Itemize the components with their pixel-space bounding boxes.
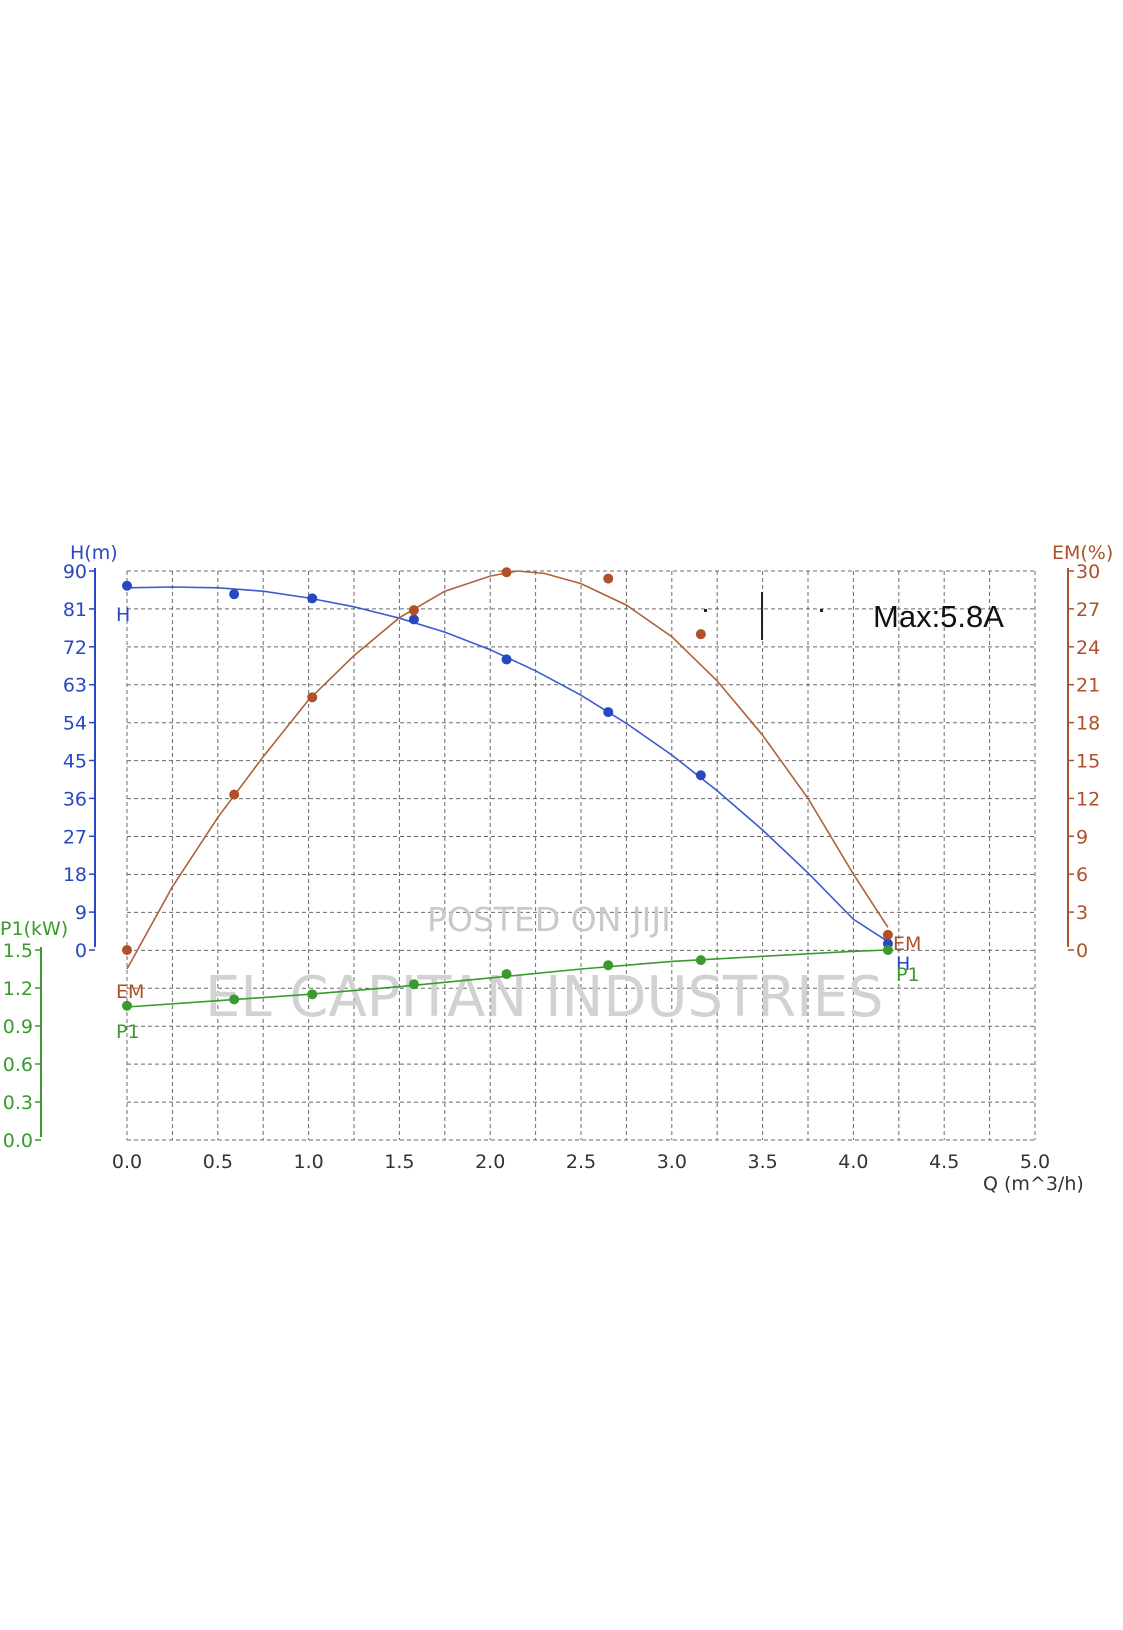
annotation-dot <box>820 609 823 612</box>
em-data-point <box>501 567 512 578</box>
h-tick-label: 9 <box>75 902 87 924</box>
em-tick-label: 6 <box>1076 864 1088 886</box>
em-tick-label: 3 <box>1076 902 1088 924</box>
p1-tick-label: 0.9 <box>3 1016 33 1038</box>
x-tick-label: 3.5 <box>747 1151 777 1173</box>
p1-axis-ticks: 0.0 0.3 0.6 0.9 1.2 1.5 <box>3 940 41 1152</box>
h-tick-label: 0 <box>75 940 87 962</box>
h-tick-label: 54 <box>63 713 87 735</box>
watermark-el-capitan-industries: EL CAPITAN INDUSTRIES <box>205 965 884 1030</box>
p1-tick-label: 0.6 <box>3 1054 33 1076</box>
h-data-point <box>695 770 706 781</box>
x-axis-title: Q (m^3/h) <box>983 1173 1084 1195</box>
x-tick-label: 0.0 <box>112 1151 142 1173</box>
em-tick-label: 15 <box>1076 751 1100 773</box>
h-tick-label: 72 <box>63 637 87 659</box>
p1-data-point <box>501 969 512 980</box>
em-curve-label-end: EM <box>893 933 921 955</box>
h-curve-label-end: H <box>896 953 910 975</box>
x-tick-label: 1.5 <box>384 1151 414 1173</box>
x-tick-label: 0.5 <box>203 1151 233 1173</box>
x-tick-label: 2.5 <box>566 1151 596 1173</box>
h-curve <box>126 586 889 943</box>
p1-data-point <box>307 989 318 1000</box>
p1-data-point <box>695 955 706 966</box>
h-data-point <box>501 654 512 665</box>
em-tick-label: 0 <box>1076 940 1088 962</box>
em-axis-title: EM(%) <box>1052 542 1113 564</box>
annotation-box: Max:5.8A <box>704 592 1004 640</box>
em-axis-ticks: 0 3 6 9 12 15 18 21 24 27 30 <box>1068 561 1100 962</box>
p1-tick-label: 1.2 <box>3 978 33 1000</box>
h-tick-label: 45 <box>63 751 87 773</box>
h-data-point <box>307 593 318 604</box>
p1-data-point <box>229 994 240 1005</box>
em-data-point <box>695 629 706 640</box>
em-curve <box>126 570 889 970</box>
h-data-point <box>122 580 132 591</box>
annotation-dot <box>704 609 707 612</box>
x-tick-label: 4.5 <box>929 1151 959 1173</box>
em-tick-label: 9 <box>1076 826 1088 848</box>
x-tick-label: 5.0 <box>1020 1151 1050 1173</box>
p1-axis-title: P1(kW) <box>0 918 68 940</box>
h-curve-label-start: H <box>116 604 130 626</box>
h-tick-label: 27 <box>63 826 87 848</box>
em-data-point <box>307 692 318 703</box>
em-data-point <box>882 929 893 940</box>
em-data-point <box>408 605 419 616</box>
h-data-point <box>408 614 419 625</box>
p1-data-point <box>882 945 893 955</box>
chart-grid <box>126 570 1036 1141</box>
em-tick-label: 21 <box>1076 675 1100 697</box>
p1-tick-label: 0.0 <box>3 1130 33 1152</box>
em-tick-label: 12 <box>1076 788 1100 810</box>
h-data-point <box>603 707 614 718</box>
watermark-posted-on-jiji: POSTED ON JIJI <box>427 900 671 939</box>
h-tick-label: 90 <box>63 561 87 583</box>
em-tick-label: 24 <box>1076 637 1100 659</box>
x-tick-label: 3.0 <box>657 1151 687 1173</box>
h-axis-title: H(m) <box>70 542 118 564</box>
p1-curve-label-start: P1 <box>116 1021 140 1043</box>
em-data-point <box>603 573 614 584</box>
em-data-point <box>229 789 240 800</box>
x-tick-label: 2.0 <box>475 1151 505 1173</box>
p1-data-point <box>408 979 419 990</box>
p1-tick-label: 0.3 <box>3 1092 33 1114</box>
h-tick-label: 36 <box>63 788 87 810</box>
h-tick-label: 18 <box>63 864 87 886</box>
p1-data-point <box>603 960 614 971</box>
p1-tick-label: 1.5 <box>3 940 33 962</box>
em-curve-label-start: EM <box>116 981 144 1003</box>
h-axis-ticks: 0 9 18 27 36 45 54 63 72 81 90 <box>63 561 95 962</box>
x-tick-label: 4.0 <box>838 1151 868 1173</box>
p1-data-point <box>122 1000 132 1011</box>
max-current-annotation: Max:5.8A <box>873 599 1004 634</box>
em-tick-label: 18 <box>1076 713 1100 735</box>
em-tick-label: 27 <box>1076 599 1100 621</box>
x-axis-ticks: 0.0 0.5 1.0 1.5 2.0 2.5 3.0 3.5 4.0 4.5 5.0 <box>112 1151 1050 1173</box>
h-tick-label: 81 <box>63 599 87 621</box>
x-tick-label: 1.0 <box>293 1151 323 1173</box>
h-tick-label: 63 <box>63 675 87 697</box>
h-data-point <box>229 589 240 600</box>
p1-curve-label-end: P1 <box>896 964 920 986</box>
em-tick-label: 30 <box>1076 561 1100 583</box>
p1-curve <box>126 949 888 1008</box>
em-data-point <box>122 945 132 955</box>
data-points <box>122 567 893 1011</box>
